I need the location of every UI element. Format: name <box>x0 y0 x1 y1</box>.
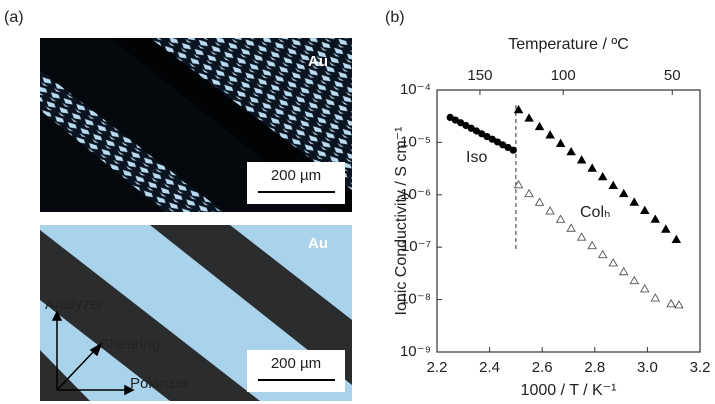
annotation: Colₕ <box>580 204 610 221</box>
data-point <box>666 298 676 308</box>
data-point <box>534 121 545 131</box>
polarizer-axes <box>51 310 135 396</box>
data-point <box>587 240 597 250</box>
data-point <box>566 223 576 232</box>
data-point <box>513 104 524 114</box>
x-tick-label: 2.4 <box>479 359 500 376</box>
micrograph-top <box>40 38 352 212</box>
data-point <box>639 205 650 215</box>
data-point <box>618 188 629 198</box>
y-tick-label: 10⁻⁹ <box>400 343 431 360</box>
data-point <box>534 197 545 206</box>
scale-bar-label: 200 µm <box>271 167 321 184</box>
y-tick-label: 10⁻⁸ <box>400 291 431 308</box>
axis-label: Shearing <box>100 336 160 353</box>
data-point <box>661 224 671 233</box>
data-point <box>597 249 608 259</box>
x-axis-label: 1000 / T / K⁻¹ <box>521 382 617 399</box>
annotation: Iso <box>466 149 487 166</box>
plot-frame <box>436 89 701 353</box>
y-tick-label: 10⁻⁷ <box>401 238 431 255</box>
scale-bar-label: 200 µm <box>271 355 321 372</box>
data-point <box>650 293 661 302</box>
data-point <box>587 163 597 172</box>
data-point <box>545 206 555 215</box>
axis-label: Analyzer <box>45 296 103 313</box>
data-point <box>629 197 640 206</box>
data-point <box>555 214 566 223</box>
data-point <box>478 130 486 138</box>
panel-label: (b) <box>385 9 405 26</box>
y-axis-label: Ionic Conductivity / S cm⁻¹ <box>393 127 410 316</box>
electrode-label: Au <box>308 235 328 252</box>
y-tick-label: 10⁻⁴ <box>400 81 431 98</box>
x-tick-label: 3.0 <box>637 359 658 376</box>
data-point <box>650 214 661 223</box>
data-point <box>639 283 650 293</box>
data-point <box>524 113 534 122</box>
data-point <box>545 130 555 139</box>
panel-label: (a) <box>4 9 24 26</box>
y-tick-label: 10⁻⁶ <box>400 186 431 203</box>
data-point <box>671 234 682 243</box>
x2-tick-label: 50 <box>664 67 681 84</box>
data-point <box>566 146 576 156</box>
data-point <box>629 275 640 285</box>
data-point <box>555 138 566 148</box>
data-point <box>576 155 587 164</box>
x2-axis-label: Temperature / ºC <box>508 36 629 53</box>
axis-label: Polarizer <box>130 375 189 392</box>
data-point <box>597 171 608 181</box>
scale-bar-box <box>247 162 345 204</box>
x-tick-label: 2.2 <box>427 359 448 376</box>
data-point <box>509 146 517 154</box>
x2-tick-label: 100 <box>551 67 576 84</box>
data-point <box>608 180 618 190</box>
x-tick-label: 2.6 <box>532 359 553 376</box>
data-point <box>674 300 684 309</box>
data-point <box>493 138 502 146</box>
y-tick-label: 10⁻⁵ <box>400 133 431 150</box>
electrode-label: Au <box>308 53 328 70</box>
chart: 2.2 2.4 2.6 2.8 3.0 3.2 150 100 50 10⁻⁹ 10⁻⁸ 10⁻⁷ 10… <box>393 36 710 399</box>
x-tick-label: 2.8 <box>584 359 605 376</box>
data-point <box>618 266 629 276</box>
x2-tick-label: 150 <box>467 67 492 84</box>
data-point <box>576 232 587 241</box>
data-point <box>608 258 618 267</box>
data-point <box>524 188 534 198</box>
scale-bar-box <box>247 350 345 392</box>
data-point <box>513 179 524 189</box>
x-tick-label: 3.2 <box>690 359 711 376</box>
